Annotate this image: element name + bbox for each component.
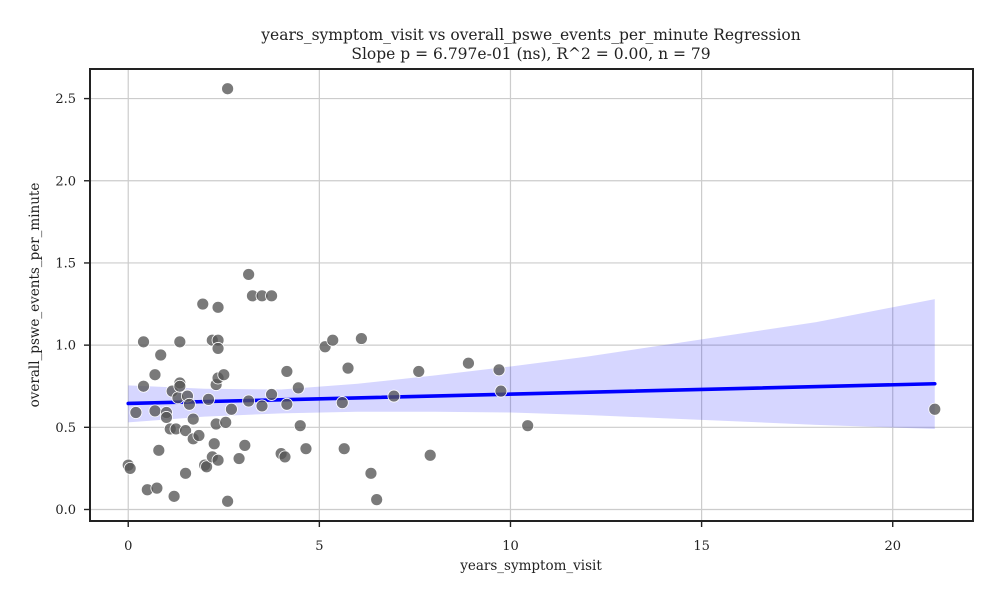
y-tick-label: 0.5 bbox=[55, 421, 76, 436]
data-point bbox=[173, 335, 187, 349]
y-axis-label: overall_pswe_events_per_minute bbox=[27, 183, 43, 408]
x-axis: 0 5 10 15 20 bbox=[124, 521, 901, 554]
data-point bbox=[337, 442, 351, 456]
data-point bbox=[217, 368, 231, 382]
data-point bbox=[148, 404, 162, 418]
data-point bbox=[280, 365, 294, 378]
data-point bbox=[291, 381, 305, 395]
data-point bbox=[492, 363, 506, 377]
data-point bbox=[207, 437, 221, 451]
data-point bbox=[293, 419, 307, 433]
x-tick-label: 5 bbox=[315, 539, 323, 554]
data-point bbox=[129, 406, 143, 419]
data-point bbox=[265, 289, 278, 303]
x-tick-label: 10 bbox=[502, 539, 519, 554]
data-point bbox=[211, 342, 225, 355]
x-tick-label: 20 bbox=[884, 539, 901, 554]
x-tick-label: 0 bbox=[124, 539, 132, 554]
data-point bbox=[182, 397, 196, 411]
data-point bbox=[238, 438, 252, 452]
data-point bbox=[265, 388, 278, 401]
data-point bbox=[192, 429, 206, 442]
data-point bbox=[242, 394, 256, 408]
data-point bbox=[423, 448, 437, 462]
data-point bbox=[221, 82, 235, 96]
data-point bbox=[387, 389, 401, 403]
data-point bbox=[242, 268, 256, 281]
y-tick-label: 1.5 bbox=[55, 256, 76, 271]
data-point bbox=[154, 348, 168, 362]
data-point bbox=[370, 493, 384, 507]
data-point bbox=[364, 466, 378, 480]
data-point bbox=[202, 392, 215, 406]
data-point bbox=[928, 402, 942, 416]
data-point bbox=[148, 368, 162, 382]
grid bbox=[90, 69, 973, 521]
data-point bbox=[211, 300, 225, 314]
data-point bbox=[232, 452, 246, 465]
y-axis: 0.0 0.5 1.0 1.5 2.0 2.5 bbox=[55, 92, 90, 518]
chart-title: years_symptom_visit vs overall_pswe_even… bbox=[260, 26, 800, 44]
data-point bbox=[179, 424, 192, 438]
data-point bbox=[326, 333, 340, 347]
data-point bbox=[211, 453, 225, 467]
y-tick-label: 2.5 bbox=[55, 92, 76, 107]
data-point bbox=[299, 442, 313, 456]
data-point bbox=[152, 443, 166, 457]
y-tick-label: 1.0 bbox=[55, 339, 76, 354]
data-point bbox=[123, 461, 137, 475]
data-point bbox=[221, 494, 235, 508]
chart-subtitle: Slope p = 6.797e-01 (ns), R^2 = 0.00, n … bbox=[351, 45, 710, 63]
data-point bbox=[137, 379, 150, 393]
data-point bbox=[173, 379, 187, 393]
y-tick-label: 0.0 bbox=[55, 503, 76, 518]
data-point bbox=[137, 335, 150, 349]
data-point bbox=[412, 365, 426, 378]
data-point bbox=[494, 384, 508, 398]
data-point bbox=[160, 411, 173, 424]
data-point bbox=[196, 297, 210, 311]
data-point bbox=[354, 332, 368, 345]
confidence-band-area bbox=[128, 299, 935, 429]
data-point bbox=[255, 399, 269, 413]
data-point bbox=[150, 481, 164, 495]
x-axis-label: years_symptom_visit bbox=[459, 558, 602, 574]
data-point bbox=[521, 419, 535, 433]
data-point bbox=[200, 460, 213, 474]
data-point bbox=[341, 361, 355, 375]
data-point bbox=[280, 397, 294, 411]
data-point bbox=[225, 402, 238, 416]
data-point bbox=[219, 415, 233, 429]
confidence-band bbox=[128, 299, 935, 429]
y-tick-label: 2.0 bbox=[55, 174, 76, 189]
data-point bbox=[186, 412, 200, 426]
data-points bbox=[121, 82, 942, 508]
data-point bbox=[167, 489, 181, 503]
x-tick-label: 15 bbox=[693, 539, 710, 554]
data-point bbox=[278, 450, 292, 464]
data-point bbox=[462, 356, 475, 370]
data-point bbox=[335, 396, 349, 410]
plot-frame bbox=[89, 68, 974, 522]
data-point bbox=[179, 466, 192, 480]
